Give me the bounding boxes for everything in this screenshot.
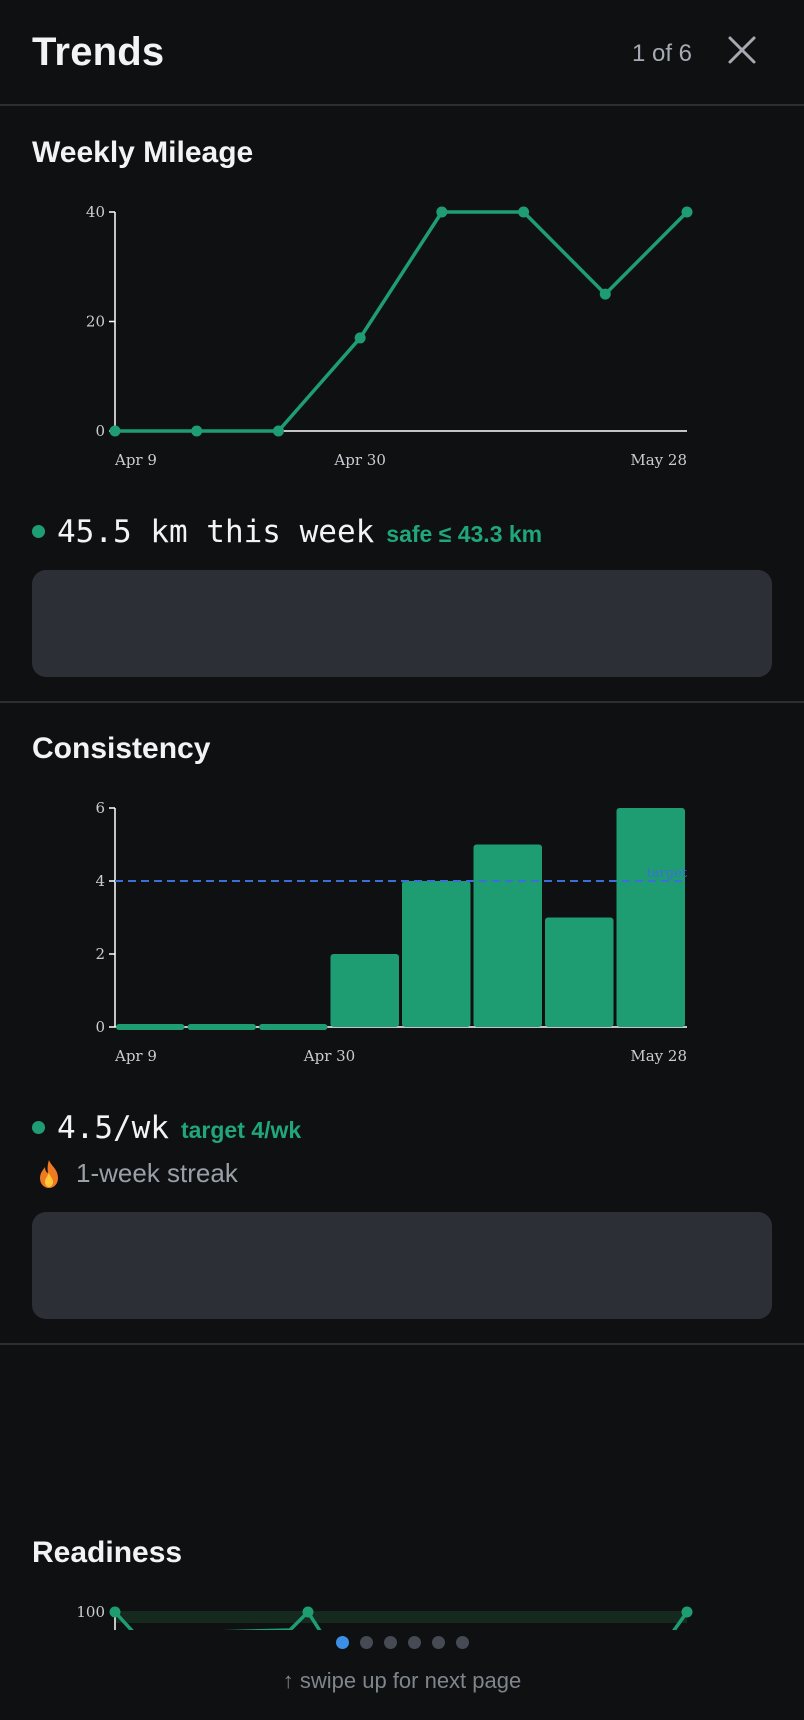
x-tick-label: Apr 30 <box>333 451 385 469</box>
data-point <box>436 206 448 218</box>
page-dot[interactable] <box>383 1636 397 1649</box>
data-point <box>681 206 693 218</box>
y-tick-label: 2 <box>95 945 105 963</box>
page-dot[interactable] <box>335 1636 349 1649</box>
x-tick-label: Apr 9 <box>114 1047 157 1065</box>
page-dots <box>0 1636 804 1649</box>
data-point <box>681 1606 693 1618</box>
mileage-card <box>32 570 772 677</box>
swipe-hint: ↑ swipe up for next page <box>282 1668 522 1693</box>
close-icon <box>728 36 756 64</box>
mileage-metric: 45.5 km this week safe ≤ 43.3 km <box>32 514 542 550</box>
bar <box>330 954 399 1027</box>
consistency-section-title: Consistency <box>32 732 211 765</box>
mileage-section-title: Weekly Mileage <box>32 136 254 169</box>
data-point <box>518 206 530 218</box>
band <box>115 1611 687 1623</box>
fire-icon <box>40 1159 58 1188</box>
mileage-chart-svg: 0 20 40 Apr 9 Apr 30 May 28 <box>86 203 693 469</box>
consistency-chart: 0 2 4 6 target Apr 9 Apr 30 May 28 <box>60 796 720 1076</box>
x-tick-label: Apr 30 <box>303 1047 355 1065</box>
bar <box>616 808 685 1027</box>
mileage-chart: 0 20 40 Apr 9 Apr 30 May 28 <box>60 200 720 480</box>
consistency-chart-svg: 0 2 4 6 target Apr 9 Apr 30 May 28 <box>95 799 688 1065</box>
page-indicator: 1 of 6 <box>631 40 692 67</box>
bar <box>187 1024 256 1030</box>
bar <box>259 1024 328 1030</box>
page-title: Trends <box>32 30 165 74</box>
data-point <box>109 1606 121 1618</box>
readiness-section-title: Readiness <box>32 1536 183 1569</box>
y-tick-label: 0 <box>95 1018 105 1036</box>
y-tick-label: 20 <box>86 313 105 331</box>
y-tick-label: 6 <box>95 799 105 817</box>
data-point <box>191 425 203 437</box>
readiness-chart: 100 <box>60 1600 720 1630</box>
y-tick-label: 4 <box>95 872 105 890</box>
series-line <box>115 210 689 433</box>
status-dot <box>32 1121 45 1134</box>
data-point <box>272 425 284 437</box>
readiness-chart-svg: 100 <box>76 1603 693 1630</box>
streak-row: 1-week streak <box>36 1158 238 1189</box>
streak-text: 1-week streak <box>76 1158 238 1188</box>
close-button[interactable] <box>724 32 760 68</box>
bar <box>116 1024 185 1030</box>
section-divider <box>0 701 804 703</box>
bar <box>402 881 471 1027</box>
data-point <box>109 425 121 437</box>
data-point <box>599 288 611 300</box>
consistency-target: target 4/wk <box>180 1117 302 1143</box>
consistency-card <box>32 1212 772 1319</box>
page-dot[interactable] <box>455 1636 469 1649</box>
page-dot[interactable] <box>431 1636 445 1649</box>
page-dot[interactable] <box>359 1636 373 1649</box>
y-tick-label: 40 <box>86 203 105 221</box>
consistency-metric: 4.5/wk target 4/wk <box>32 1110 301 1146</box>
mileage-safe-limit: safe ≤ 43.3 km <box>386 521 543 547</box>
status-dot <box>32 525 45 538</box>
x-tick-label: Apr 9 <box>114 451 157 469</box>
y-tick-label: 0 <box>95 422 105 440</box>
section-divider <box>0 1343 804 1345</box>
y-tick-label: 100 <box>76 1603 105 1621</box>
target-label: target <box>647 866 688 881</box>
bar <box>473 844 542 1027</box>
page-dot[interactable] <box>407 1636 421 1649</box>
x-tick-label: May 28 <box>630 1047 687 1065</box>
data-point <box>354 332 366 344</box>
mileage-value: 45.5 km this week <box>57 514 375 550</box>
consistency-value: 4.5/wk <box>57 1110 169 1146</box>
data-point <box>302 1606 314 1618</box>
header: Trends 1 of 6 <box>0 0 804 106</box>
bar <box>545 917 614 1027</box>
x-tick-label: May 28 <box>630 451 687 469</box>
